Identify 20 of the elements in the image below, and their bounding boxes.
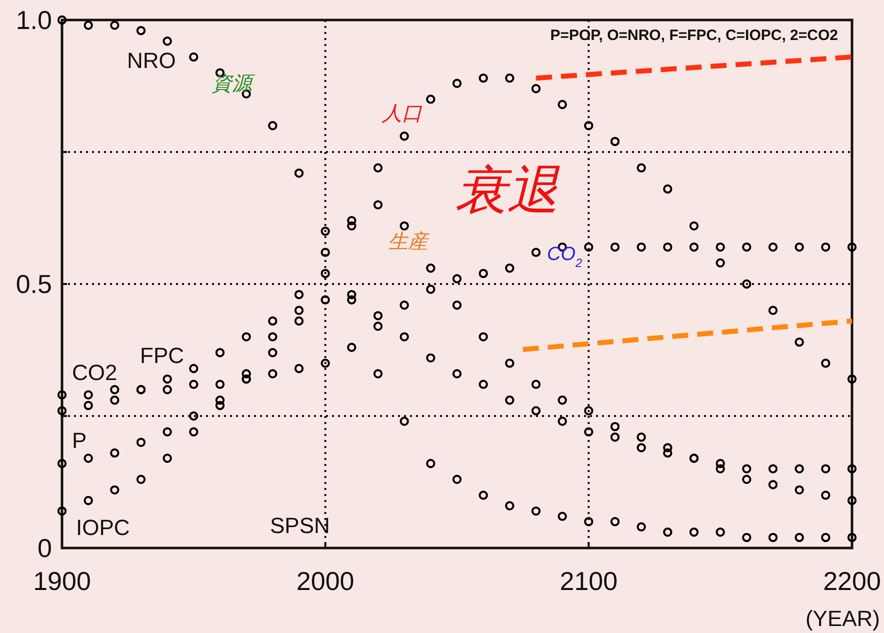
annotation: 人口 (381, 103, 423, 125)
x-axis-title: (YEAR) (805, 606, 880, 631)
annotation: P=POP, O=NRO, F=FPC, C=IOPC, 2=CO2 (550, 27, 838, 44)
x-tick-label: 1900 (33, 566, 91, 596)
annotation: 資源 (212, 73, 256, 95)
y-tick-label: 0.5 (16, 269, 52, 299)
annotation: P (72, 428, 87, 453)
annotation: IOPC (76, 515, 130, 540)
x-tick-label: 2200 (823, 566, 881, 596)
annotation: 衰退 (455, 162, 560, 220)
y-tick-label: 1.0 (16, 5, 52, 35)
x-tick-label: 2000 (296, 566, 354, 596)
annotation: 生産 (388, 231, 430, 253)
annotation: SPSN (270, 513, 330, 538)
annotation: NRO (127, 48, 176, 73)
annotation: CO$_{2}$ (547, 244, 582, 270)
annotation: FPC (140, 343, 184, 368)
y-tick-label: 0 (38, 533, 52, 563)
x-tick-label: 2100 (560, 566, 618, 596)
annotation: CO2 (72, 360, 118, 385)
